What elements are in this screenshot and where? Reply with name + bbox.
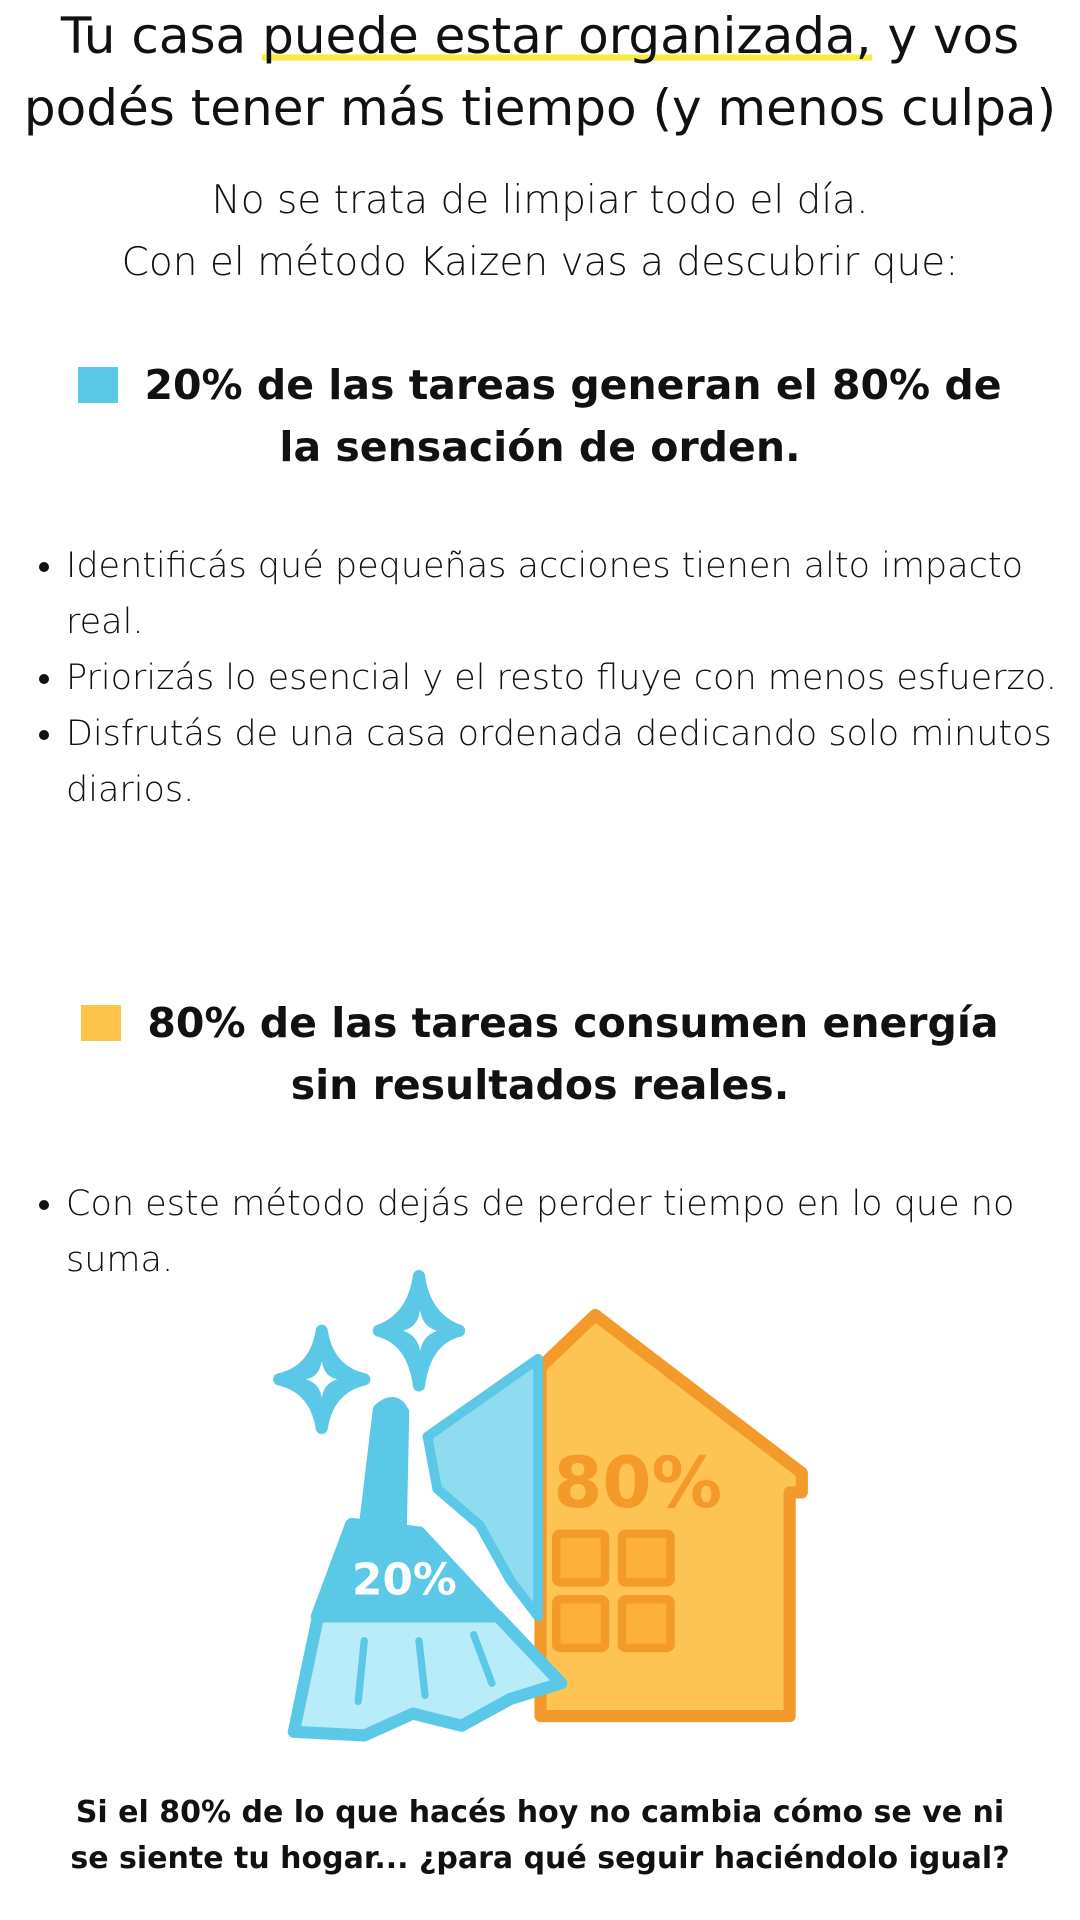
illustration: 80% 20% (273, 1270, 808, 1742)
heading-text: 80% de las tareas consumen energía sin r… (147, 999, 999, 1109)
windows (552, 1529, 675, 1653)
intro: No se trata de limpiar todo el día. Con … (0, 170, 1080, 294)
section-heading: 80% de las tareas consumen energía sin r… (60, 992, 1020, 1116)
sparkle-inner (403, 1310, 438, 1352)
bullet-list: Identificás qué pequeñas acciones tienen… (0, 538, 1066, 818)
bristle-lines (354, 1630, 496, 1706)
house-left (422, 1353, 543, 1622)
section-heading: 20% de las tareas generan el 80% de la s… (60, 354, 1020, 478)
bullet: Con este método dejás de perder tiempo e… (66, 1176, 1066, 1288)
heading-text: 20% de las tareas generan el 80% de la s… (144, 361, 1002, 471)
broom-handle (358, 1397, 410, 1538)
broom-bristles (287, 1610, 568, 1742)
bullet: Disfrutás de una casa ordenada dedicando… (66, 706, 1066, 818)
bullet: Identificás qué pequeñas acciones tienen… (66, 538, 1066, 650)
bullet-list: Con este método dejás de perder tiempo e… (0, 1176, 1066, 1288)
title-end: y vos podés tener más tiempo (y menos cu… (23, 7, 1057, 137)
marker (81, 1005, 122, 1041)
broom-label: 20% (352, 1555, 457, 1606)
intro-line: No se trata de limpiar todo el día. (211, 178, 869, 223)
footer: Si el 80% de lo que hacés hoy no cambia … (70, 1795, 1010, 1876)
house-label: 80% (553, 1442, 722, 1524)
bullet: Priorizás lo esencial y el resto fluye c… (66, 650, 1066, 706)
title: Tu casa puede estar organizada, y vos po… (10, 0, 1070, 144)
title-start: Tu casa (60, 7, 263, 65)
intro-line: Con el método Kaizen vas a descubrir que… (121, 240, 959, 285)
title-highlight: puede estar organizada, (262, 7, 872, 65)
marker (78, 367, 119, 403)
sparkle-inner (305, 1361, 338, 1398)
